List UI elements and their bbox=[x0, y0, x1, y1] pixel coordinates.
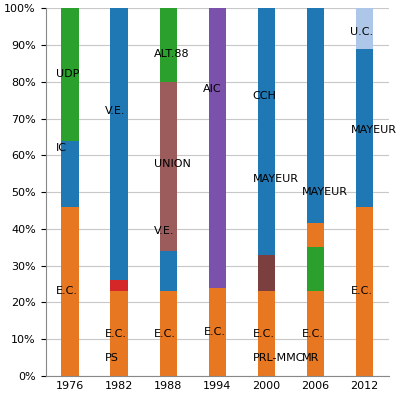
Text: E.C.: E.C. bbox=[351, 286, 372, 296]
Bar bbox=[307, 179, 324, 223]
Text: MAYEUR: MAYEUR bbox=[301, 187, 347, 197]
Bar bbox=[160, 67, 177, 82]
Text: AIC: AIC bbox=[203, 84, 222, 94]
Text: U.C.: U.C. bbox=[351, 27, 374, 37]
Text: CCH: CCH bbox=[252, 91, 276, 102]
Bar bbox=[110, 280, 128, 292]
Bar bbox=[356, 141, 373, 207]
Bar bbox=[61, 8, 79, 107]
Bar bbox=[110, 8, 128, 166]
Text: MAYEUR: MAYEUR bbox=[252, 174, 299, 184]
Text: MAYEUR: MAYEUR bbox=[351, 124, 396, 135]
Text: UNION: UNION bbox=[154, 160, 191, 169]
Bar bbox=[160, 251, 177, 292]
Bar bbox=[307, 247, 324, 292]
Bar bbox=[61, 207, 79, 376]
Bar bbox=[307, 292, 324, 376]
Bar bbox=[208, 288, 226, 376]
Bar bbox=[160, 82, 177, 251]
Bar bbox=[356, 15, 373, 49]
Bar bbox=[307, 223, 324, 247]
Text: E.C.: E.C. bbox=[301, 329, 324, 339]
Bar bbox=[160, 292, 177, 376]
Bar bbox=[307, 8, 324, 179]
Bar bbox=[356, 207, 373, 376]
Text: E.C.: E.C. bbox=[105, 329, 127, 339]
Text: MR: MR bbox=[301, 353, 319, 363]
Bar bbox=[258, 255, 275, 292]
Text: PRL-MMC: PRL-MMC bbox=[252, 353, 304, 363]
Text: E.C.: E.C. bbox=[56, 286, 78, 296]
Text: E.C.: E.C. bbox=[252, 329, 274, 339]
Bar bbox=[208, 8, 226, 155]
Text: IC: IC bbox=[56, 143, 67, 153]
Text: ALT.88: ALT.88 bbox=[154, 49, 190, 59]
Text: E.C.: E.C. bbox=[203, 327, 225, 337]
Bar bbox=[61, 141, 79, 207]
Bar bbox=[61, 107, 79, 141]
Bar bbox=[110, 166, 128, 280]
Bar bbox=[258, 8, 275, 181]
Text: V.E.: V.E. bbox=[105, 106, 126, 116]
Text: V.E.: V.E. bbox=[154, 226, 175, 236]
Bar bbox=[160, 8, 177, 67]
Text: UDP: UDP bbox=[56, 70, 80, 79]
Bar bbox=[356, 8, 373, 15]
Bar bbox=[110, 292, 128, 376]
Bar bbox=[258, 181, 275, 255]
Text: E.C.: E.C. bbox=[154, 329, 177, 339]
Text: PS: PS bbox=[105, 353, 119, 363]
Bar bbox=[258, 292, 275, 376]
Bar bbox=[356, 49, 373, 141]
Bar bbox=[208, 155, 226, 288]
